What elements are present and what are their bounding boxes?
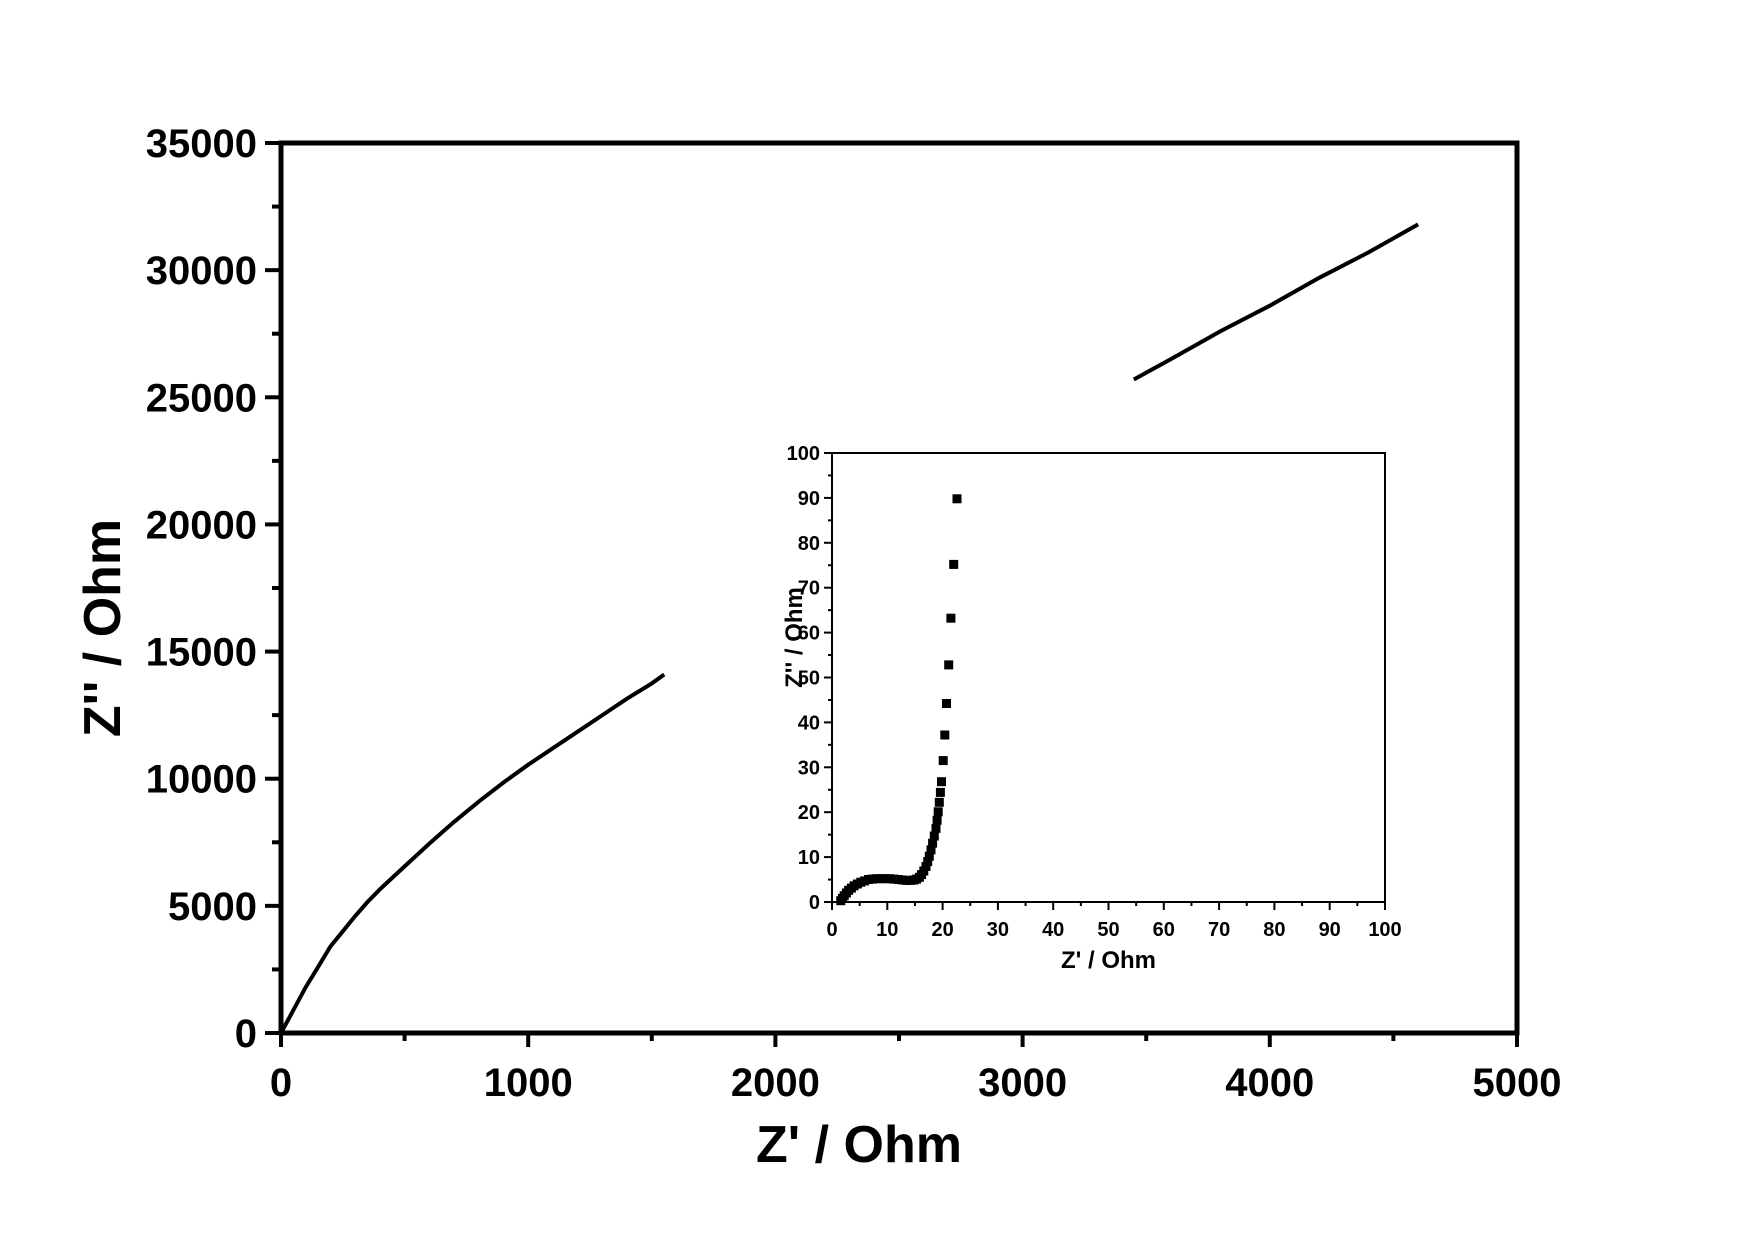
inset-x-tick-label: 0 xyxy=(826,919,837,941)
inset-data-point xyxy=(931,823,941,833)
main-y-axis: 0 5000 10000 15000 20000 25000 30000 35000 xyxy=(146,122,281,1056)
main-plot-area xyxy=(279,222,1420,1034)
inset-x-tick-label: 60 xyxy=(1153,919,1175,941)
inset-data-point xyxy=(940,730,950,740)
inset-data-point xyxy=(937,777,946,787)
inset-data-point xyxy=(944,660,954,670)
main-series-line-segment-2 xyxy=(1132,222,1420,382)
inset-data-point xyxy=(921,862,931,871)
main-y-tick-label: 25000 xyxy=(146,376,257,420)
inset-data-point xyxy=(942,699,951,708)
inset-data-point xyxy=(938,756,948,766)
inset-data-point xyxy=(935,787,945,797)
inset-data-point xyxy=(928,838,938,848)
main-x-tick-label: 1000 xyxy=(484,1061,573,1105)
inset-x-tick-label: 50 xyxy=(1097,919,1119,941)
inset-x-axis-label: Z' / Ohm xyxy=(1061,947,1156,974)
inset-y-axis: 0 10 20 30 40 50 60 70 80 90 100 xyxy=(787,443,832,914)
inset-x-tick-label: 40 xyxy=(1042,919,1064,941)
main-y-tick-label: 10000 xyxy=(146,758,257,802)
inset-data-point xyxy=(934,797,944,807)
main-x-axis-label: Z' / Ohm xyxy=(756,1116,962,1174)
inset-y-tick-label: 20 xyxy=(798,802,820,824)
inset-x-tick-label: 10 xyxy=(876,919,898,941)
inset-y-tick-label: 50 xyxy=(798,668,820,690)
inset-background xyxy=(832,453,1385,902)
inset-data-point xyxy=(924,851,934,861)
main-y-tick-label: 0 xyxy=(235,1012,257,1056)
main-x-tick-label: 3000 xyxy=(978,1061,1067,1105)
inset-y-tick-label: 100 xyxy=(787,443,820,465)
main-x-tick-label: 2000 xyxy=(731,1061,820,1105)
inset-x-axis: 0 10 20 30 40 50 60 70 80 90 100 xyxy=(826,902,1402,941)
inset-data-point xyxy=(932,815,942,825)
inset-x-tick-label: 70 xyxy=(1208,919,1230,941)
inset-data-point xyxy=(929,831,939,841)
inset-y-tick-label: 70 xyxy=(798,578,820,600)
inset-plot-area xyxy=(836,494,962,906)
main-y-tick-label: 35000 xyxy=(146,122,257,166)
main-y-tick-label: 15000 xyxy=(146,631,257,675)
inset-y-axis-label: Z'' / Ohm xyxy=(781,587,808,688)
inset-data-point xyxy=(949,559,959,569)
inset-y-tick-label: 80 xyxy=(798,533,820,555)
inset-y-tick-label: 90 xyxy=(798,488,820,510)
inset-x-tick-label: 30 xyxy=(987,919,1009,941)
main-x-tick-label: 5000 xyxy=(1473,1061,1562,1105)
main-x-axis: 0 1000 2000 3000 4000 5000 xyxy=(270,1033,1562,1105)
inset-y-tick-label: 10 xyxy=(798,847,820,869)
inset-y-tick-label: 30 xyxy=(798,757,820,779)
main-chart: 0 1000 2000 3000 4000 5000 050001000015000200… xyxy=(74,122,1561,1174)
main-x-tick-label: 0 xyxy=(270,1061,292,1105)
main-y-axis-label: Z'' / Ohm xyxy=(74,519,132,737)
main-y-tick-label: 20000 xyxy=(146,503,257,547)
inset-x-tick-label: 90 xyxy=(1319,919,1341,941)
inset-data-point xyxy=(952,494,962,504)
inset-data-point xyxy=(923,857,933,867)
inset-data-point xyxy=(926,845,936,855)
inset-data-point xyxy=(946,613,956,623)
main-x-tick-label: 4000 xyxy=(1225,1061,1314,1105)
inset-chart: 0 10 20 30 40 50 60 70 80 90 100 0 10 20 30 40 50 60 70 80… xyxy=(781,443,1402,974)
main-y-tick-label: 5000 xyxy=(168,885,257,929)
inset-y-tick-label: 40 xyxy=(798,712,820,734)
main-y-tick-label: 30000 xyxy=(146,249,257,293)
main-series-line-segment-1 xyxy=(279,672,666,1034)
inset-x-tick-label: 20 xyxy=(931,919,953,941)
inset-data-point xyxy=(933,807,943,817)
inset-y-tick-label: 60 xyxy=(798,623,820,645)
inset-y-tick-label: 0 xyxy=(809,892,820,914)
inset-x-tick-label: 80 xyxy=(1263,919,1285,941)
inset-x-tick-label: 100 xyxy=(1368,919,1401,941)
